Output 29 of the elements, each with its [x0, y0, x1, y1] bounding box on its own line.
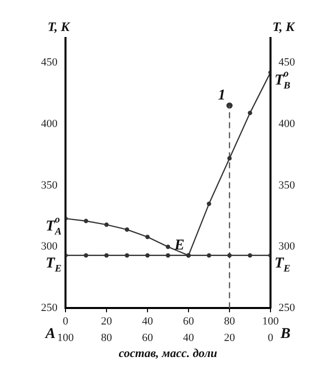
y-axis-title: T, K: [48, 18, 71, 34]
annotation: 1: [218, 88, 226, 104]
x-tick-label: 100: [262, 316, 280, 328]
x-tick-label: 60: [183, 316, 194, 328]
y2-tick-label: 250: [278, 302, 296, 314]
x2-tick-label: 60: [142, 332, 154, 344]
x2-tick-label: 0: [268, 332, 274, 344]
y-tick-label: 450: [41, 56, 58, 68]
x-tick-label: 80: [224, 316, 236, 328]
y2-axis-title: T, K: [272, 18, 296, 34]
annotation: E: [173, 237, 185, 254]
x-axis-title: состав, масс. доли: [118, 346, 218, 360]
y-tick-label: 250: [41, 302, 58, 314]
y-tick-label: 300: [41, 240, 58, 253]
x2-tick-label: 100: [57, 332, 74, 344]
text: B: [280, 326, 291, 342]
x-tick-label: 40: [142, 316, 154, 328]
text: A: [44, 326, 56, 342]
x-tick-label: 0: [62, 316, 69, 328]
y-tick-label: 400: [41, 118, 58, 130]
y2-tick-label: 450: [278, 56, 296, 68]
y2-tick-label: 400: [278, 118, 296, 130]
x2-tick-label: 20: [224, 332, 236, 344]
x-tick-label: 20: [101, 316, 112, 328]
x2-tick-label: 80: [101, 332, 112, 344]
y-tick-label: 350: [41, 179, 58, 192]
x2-tick-label: 40: [183, 332, 194, 344]
y2-tick-label: 300: [278, 240, 296, 253]
y2-tick-label: 350: [278, 179, 296, 192]
